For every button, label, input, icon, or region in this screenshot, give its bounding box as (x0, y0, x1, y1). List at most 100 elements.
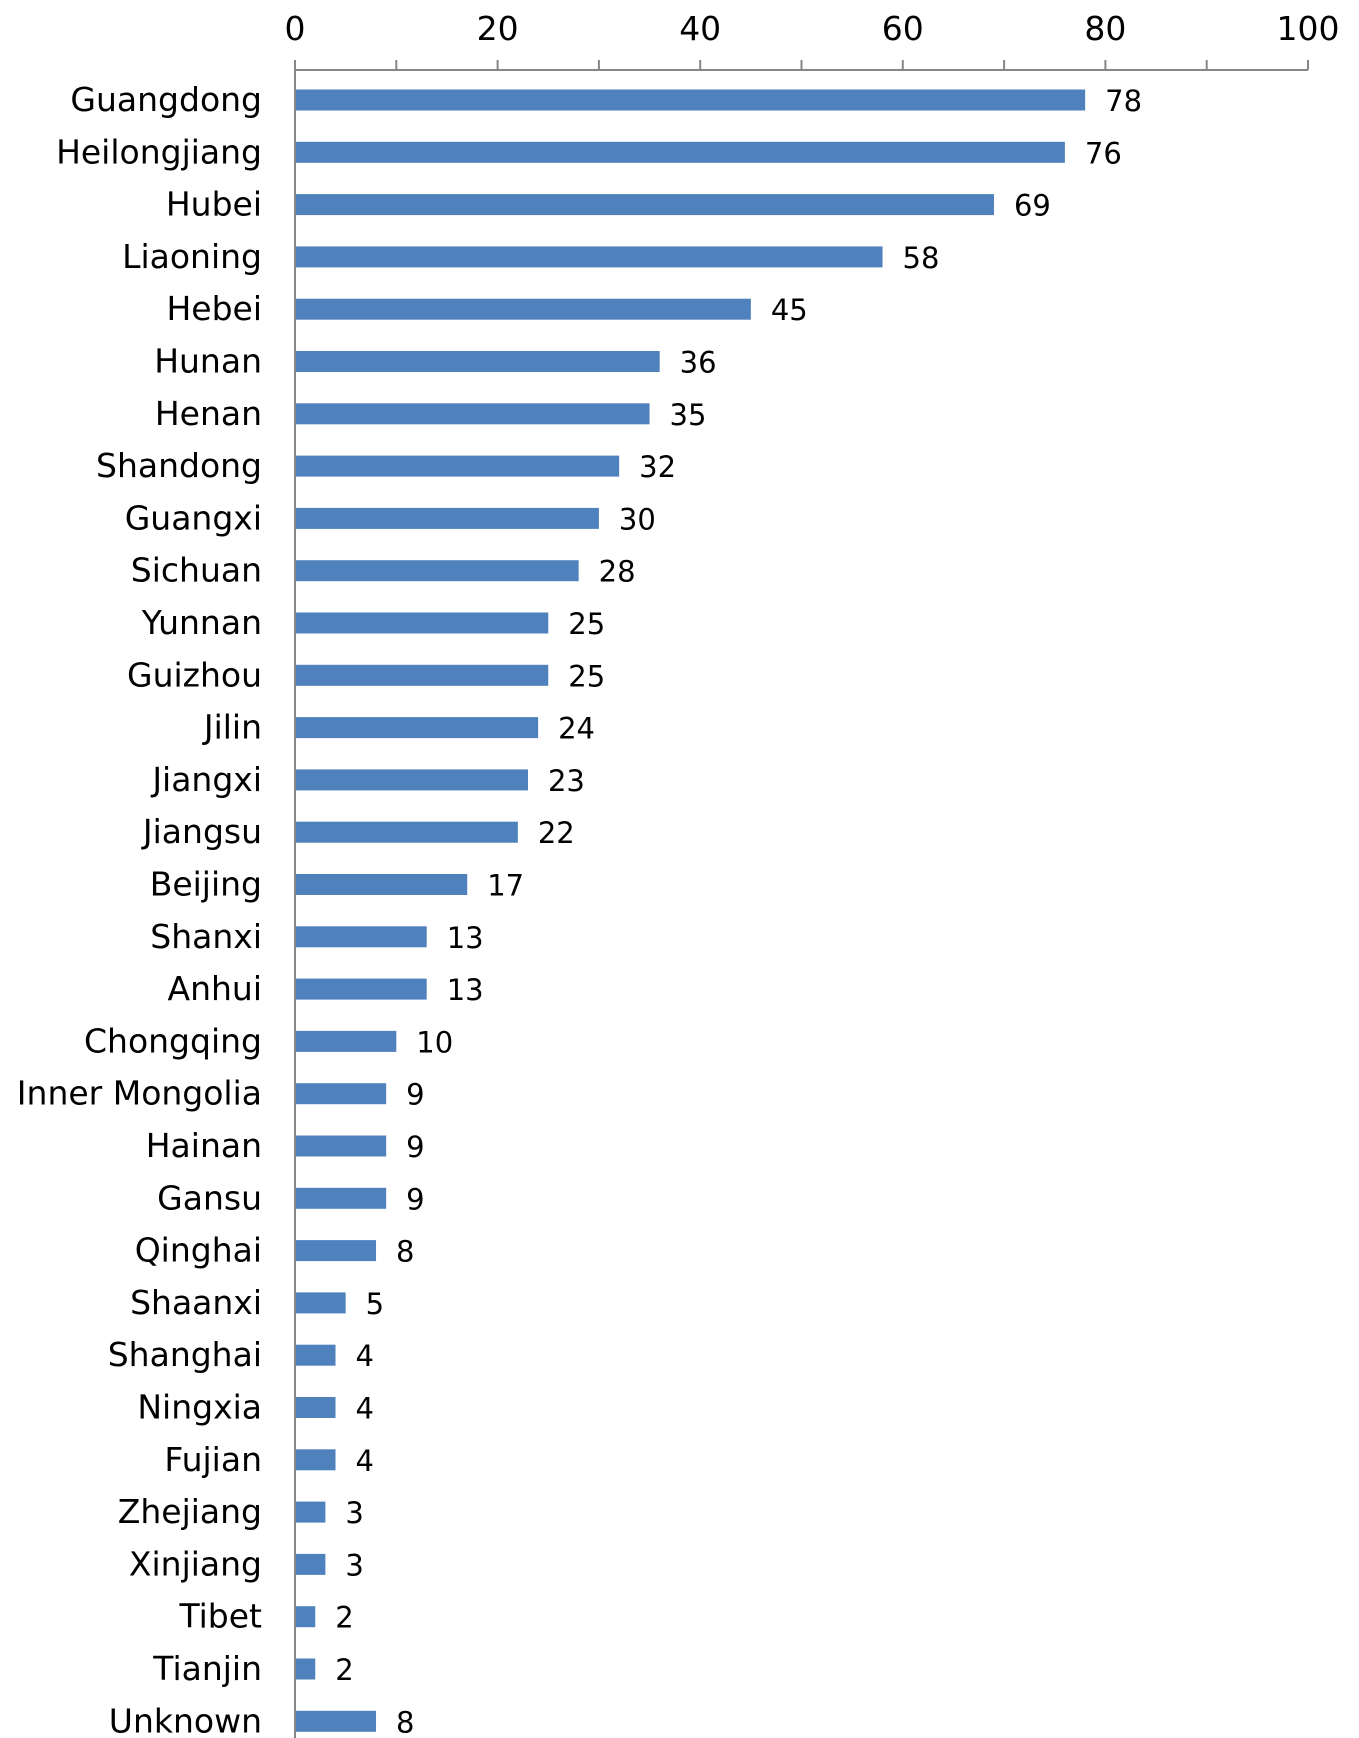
data-label: 5 (366, 1287, 384, 1321)
bar (296, 403, 650, 425)
category-label: Shanxi (150, 917, 262, 956)
bar (296, 89, 1086, 111)
category-label: Unknown (109, 1701, 262, 1738)
category-label: Jiangxi (150, 760, 262, 799)
labels-layer: Guangdong 78 Heilongjiang 76 Hubei 69 Liaoning… (17, 80, 1142, 1738)
data-label: 35 (670, 398, 707, 432)
bar (296, 1397, 336, 1418)
x-tick-label: 80 (1084, 9, 1126, 48)
data-label: 10 (416, 1025, 453, 1059)
bar (296, 246, 883, 268)
bar (296, 1083, 387, 1105)
category-label: Ningxia (137, 1388, 262, 1427)
x-tick-label: 60 (882, 9, 924, 48)
bar (296, 769, 528, 791)
category-label: Henan (155, 394, 262, 433)
category-label: Guangxi (125, 498, 262, 537)
data-label: 32 (639, 450, 676, 484)
data-label: 9 (406, 1130, 424, 1164)
category-label: Xinjiang (129, 1544, 262, 1583)
category-label: Heilongjiang (56, 132, 262, 171)
category-label: Hebei (166, 289, 262, 328)
bar (296, 1449, 336, 1471)
data-label: 22 (538, 816, 575, 850)
bar (296, 1030, 397, 1052)
bar (296, 1292, 346, 1314)
bar (296, 978, 427, 1000)
data-label: 4 (356, 1444, 374, 1478)
data-label: 30 (619, 502, 656, 536)
data-label: 17 (487, 869, 524, 903)
bar (296, 1501, 326, 1523)
bar (296, 821, 518, 843)
bar (296, 874, 468, 895)
category-label: Guizhou (127, 655, 262, 694)
data-label: 45 (771, 293, 808, 327)
data-label: 25 (568, 607, 605, 641)
bars-layer (296, 89, 1086, 1732)
data-label: 58 (903, 241, 940, 275)
category-label: Guangdong (70, 80, 262, 119)
category-label: Yunnan (141, 603, 262, 642)
category-label: Anhui (168, 969, 263, 1008)
category-label: Liaoning (122, 237, 262, 276)
category-label: Qinghai (135, 1231, 262, 1270)
data-label: 9 (406, 1182, 424, 1216)
x-tick-label: 100 (1277, 9, 1340, 48)
bar (296, 455, 620, 477)
category-label: Shanghai (108, 1335, 262, 1374)
category-label: Inner Mongolia (17, 1074, 262, 1113)
x-tick-label: 40 (679, 9, 721, 48)
bar (296, 926, 427, 948)
axis-layer: 0 20 40 60 80 100 (285, 9, 1340, 1738)
bar (296, 1135, 387, 1157)
category-label: Shaanxi (130, 1283, 262, 1322)
bar (296, 1710, 377, 1732)
category-label: Hunan (154, 342, 262, 381)
category-label: Tibet (179, 1597, 263, 1636)
data-label: 8 (396, 1235, 414, 1269)
category-label: Jiangsu (141, 812, 262, 851)
category-label: Jilin (202, 708, 262, 747)
category-label: Sichuan (131, 551, 262, 590)
data-label: 13 (447, 973, 484, 1007)
data-label: 78 (1105, 84, 1142, 118)
bar (296, 1553, 326, 1575)
category-label: Tianjin (152, 1649, 262, 1688)
category-label: Beijing (150, 865, 262, 904)
data-label: 3 (345, 1548, 363, 1582)
data-label: 8 (396, 1705, 414, 1738)
bar (296, 141, 1065, 163)
data-label: 9 (406, 1078, 424, 1112)
data-label: 4 (356, 1392, 374, 1426)
bar (296, 612, 549, 634)
data-label: 4 (356, 1339, 374, 1373)
data-label: 69 (1014, 189, 1051, 223)
data-label: 23 (548, 764, 585, 798)
bar (296, 298, 751, 320)
data-label: 36 (680, 346, 717, 380)
data-label: 28 (599, 555, 636, 589)
category-label: Zhejiang (118, 1492, 262, 1531)
category-label: Hubei (166, 185, 262, 224)
data-label: 2 (335, 1601, 353, 1635)
bar (296, 194, 994, 216)
bar (296, 1606, 316, 1628)
bar (296, 1658, 316, 1680)
x-tick-label: 0 (285, 9, 306, 48)
data-label: 76 (1085, 136, 1122, 170)
data-label: 2 (335, 1653, 353, 1687)
bar (296, 351, 660, 372)
bar (296, 664, 549, 686)
category-label: Hainan (146, 1126, 262, 1165)
bar (296, 507, 599, 529)
category-label: Chongqing (84, 1021, 262, 1060)
data-label: 25 (568, 659, 605, 693)
bar (296, 1187, 387, 1209)
data-label: 13 (447, 921, 484, 955)
category-label: Gansu (157, 1178, 262, 1217)
x-tick-label: 20 (477, 9, 519, 48)
category-label: Shandong (96, 446, 262, 485)
